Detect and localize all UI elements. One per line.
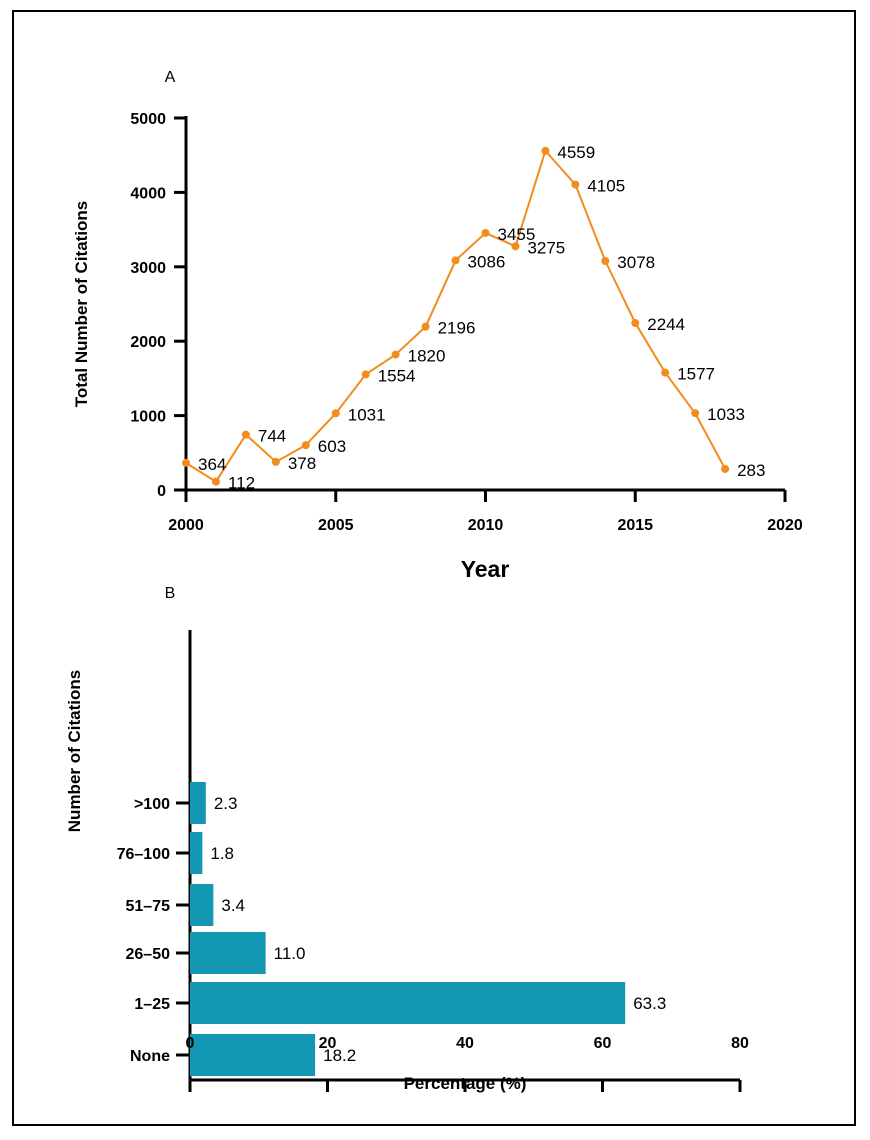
panel-a-points [182,146,730,486]
panel-a-data-label: 744 [258,427,286,446]
panel-a-y-ticks: 0 1000 2000 3000 4000 5000 [130,111,186,500]
panel-a-data-point [481,228,490,237]
panel-a-data-point [571,180,580,189]
panel-a-data-point [301,441,310,450]
panel-a-data-label: 2196 [438,319,476,338]
panel-b-x-ticks: 0 20 40 60 80 [186,1035,749,1092]
panel-b-data-labels: 18.2 63.3 11.0 3.4 1.8 2.3 [210,794,666,1065]
panel-a-data-point [331,409,340,418]
panel-a-data-label: 2244 [647,315,685,334]
figure-frame [12,10,856,1126]
panel-b-bar [190,832,203,874]
panel-b-bar-chart: B None 1–25 26–50 51–75 76–100 >100 0 20 40 60 80… [65,585,749,1093]
panel-a-data-point [691,409,700,418]
panel-b-value-label: 11.0 [274,944,306,963]
panel-a-data-point [511,242,520,251]
panel-b-category-label: 76–100 [117,846,170,863]
panel-b-value-label: 3.4 [221,896,245,915]
panel-a-y-tick-label: 1000 [130,409,166,426]
panel-b-x-tick-label: 40 [456,1035,474,1052]
panel-a-y-tick-label: 4000 [130,185,166,202]
panel-b-category-label: 1–25 [134,996,170,1013]
panel-b-value-label: 1.8 [210,844,234,863]
panel-a-data-label: 1031 [348,405,386,424]
panel-a-data-point [271,457,280,466]
panel-b-label: B [165,585,176,602]
panel-b-bar [190,932,266,974]
panel-a-data-label: 3455 [498,225,536,244]
panel-a-data-label: 4105 [587,177,625,196]
panel-b-bar [190,1034,316,1076]
panel-a-data-label: 603 [318,437,346,456]
panel-a-data-point [421,322,430,331]
panel-a-data-label: 3086 [468,252,506,271]
panel-a-data-label: 364 [198,455,226,474]
panel-b-bar [190,982,626,1024]
panel-b-value-label: 18.2 [323,1046,356,1065]
panel-a-data-point [451,256,460,265]
panel-b-x-tick-label: 0 [186,1035,195,1052]
panel-a-data-label: 378 [288,454,316,473]
panel-a-y-tick-label: 3000 [130,260,166,277]
panel-a-y-tick-label: 2000 [130,334,166,351]
panel-b-x-tick-label: 60 [594,1035,612,1052]
panel-b-category-label: None [130,1048,170,1065]
panel-a-data-point [361,370,370,379]
panel-a-data-point [541,146,550,155]
panel-a-data-label: 1820 [408,347,446,366]
panel-b-x-tick-label: 80 [731,1035,749,1052]
panel-b-x-tick-label: 20 [319,1035,337,1052]
panel-b-category-label: 26–50 [126,946,171,963]
panel-a-x-tick-label: 2020 [767,517,803,534]
panel-a-x-axis-title: Year [461,556,510,582]
panel-a-data-point [721,464,730,473]
panel-b-value-label: 2.3 [214,794,238,813]
panel-a-data-labels: 3641127443786031031155418202196308634553… [198,143,765,493]
panel-a-y-tick-label: 0 [157,483,166,500]
panel-a-data-label: 1033 [707,405,745,424]
panel-b-y-axis-title: Number of Citations [65,670,84,832]
panel-a-data-label: 3275 [527,238,565,257]
panel-a-data-point [211,477,220,486]
panel-b-bars [190,782,626,1076]
panel-b-bar [190,884,214,926]
panel-a-data-point [182,458,190,467]
panel-a-line-chart: A 0 1000 2000 3000 4000 5000 2000 2005 2010 2015… [72,69,803,582]
panel-a-data-label: 283 [737,461,765,480]
panel-a-label: A [165,69,176,86]
panel-a-data-label: 1554 [378,366,416,385]
panel-a-y-axis-title: Total Number of Citations [72,201,91,408]
panel-b-category-label: 51–75 [126,898,171,915]
panel-a-x-ticks: 2000 2005 2010 2015 2020 [168,490,803,534]
panel-b-y-ticks: None 1–25 26–50 51–75 76–100 >100 [117,796,190,1065]
panel-b-category-label: >100 [134,796,170,813]
panel-a-data-label: 112 [228,474,255,493]
panel-a-x-tick-label: 2010 [468,517,504,534]
panel-b-value-label: 63.3 [633,994,666,1013]
panel-a-x-tick-label: 2015 [617,517,653,534]
panel-a-data-label: 4559 [557,143,595,162]
panel-b-x-axis-title: Percentage (%) [404,1074,527,1093]
panel-a-y-tick-label: 5000 [130,111,166,128]
panel-a-data-label: 3078 [617,253,655,272]
panel-a-data-label: 1577 [677,365,715,384]
panel-a-x-tick-label: 2005 [318,517,354,534]
panel-a-data-point [601,256,610,265]
panel-a-data-point [631,319,640,328]
panel-b-bar [190,782,206,824]
panel-a-x-tick-label: 2000 [168,517,204,534]
panel-a-data-point [241,430,250,439]
panel-a-data-point [391,350,400,359]
panel-a-data-point [661,368,670,377]
